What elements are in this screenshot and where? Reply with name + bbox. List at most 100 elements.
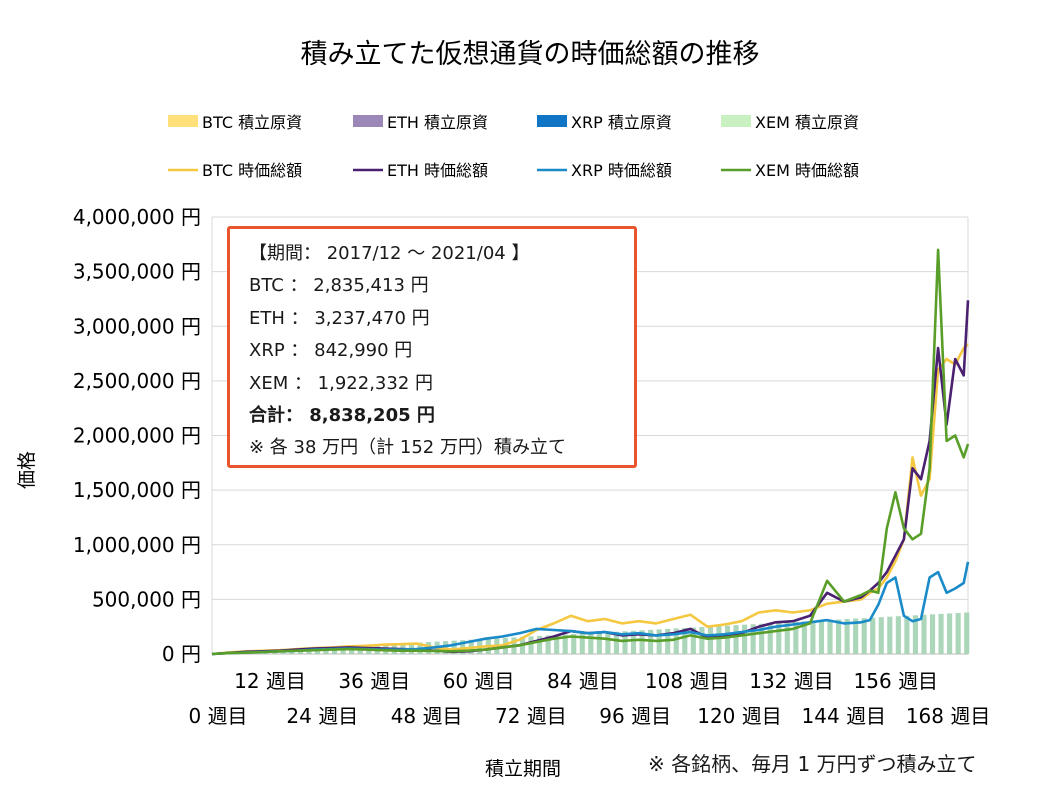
legend-label: XRP 積立原資 <box>571 113 672 132</box>
principal-bar <box>784 622 790 654</box>
principal-bar <box>673 628 679 654</box>
legend-label: XRP 時価総額 <box>571 161 672 180</box>
x-tick-label: 120 週目 <box>697 704 782 728</box>
legend-label: BTC 積立原資 <box>202 113 302 132</box>
principal-bar <box>613 631 620 654</box>
principal-bar <box>562 634 568 654</box>
y-tick-label: 3,000,000 円 <box>73 314 201 338</box>
legend-label: BTC 時価総額 <box>202 161 302 180</box>
principal-bar <box>818 620 825 654</box>
x-tick-label: 24 週目 <box>286 704 358 728</box>
principal-bar <box>964 612 970 654</box>
x-tick-label: 144 週目 <box>802 704 887 728</box>
x-tick-label: 12 週目 <box>234 669 306 693</box>
principal-bar <box>451 640 457 654</box>
x-tick-label: 84 週目 <box>547 669 619 693</box>
y-tick-label: 2,000,000 円 <box>73 424 201 448</box>
x-tick-label: 168 週目 <box>906 704 991 728</box>
x-tick-label: 0 週目 <box>188 704 247 728</box>
investment-note: ※ 各 38 万円（計 152 万円）積み立て <box>249 437 566 459</box>
principal-bar <box>742 624 748 654</box>
x-axis: 12 週目 36 週目 60 週目 84 週目 108 週目 132 週目 156 週目 0 … <box>188 669 990 728</box>
principal-bar <box>938 613 944 654</box>
principal-bar <box>810 620 816 654</box>
x-tick-label: 96 週目 <box>599 704 671 728</box>
y-tick-label: 2,500,000 円 <box>73 369 201 393</box>
principal-bar <box>707 626 713 654</box>
principal-bar <box>827 619 833 654</box>
principal-bar <box>904 615 910 654</box>
series-lines <box>211 248 970 656</box>
x-tick-label: 48 週目 <box>391 704 463 728</box>
principal-bar <box>690 627 696 654</box>
y-axis-title: 価格 <box>16 451 38 489</box>
principal-bar <box>861 618 867 654</box>
principal-bar <box>895 616 901 654</box>
principal-bar <box>605 632 611 654</box>
x-tick-label: 72 週目 <box>495 704 567 728</box>
principal-bar <box>579 633 585 654</box>
y-tick-label: 1,000,000 円 <box>73 533 201 557</box>
principal-bar <box>639 630 645 654</box>
principal-bar <box>460 640 466 654</box>
principal-bar <box>528 636 534 654</box>
legend: BTC 積立原資 ETH 積立原資 XRP 積立原資 XEM 積立原資 BTC 時価総額… <box>168 113 859 180</box>
principal-bar <box>443 641 449 654</box>
legend-label: ETH 積立原資 <box>387 113 488 132</box>
y-tick-label: 500,000 円 <box>92 587 201 611</box>
legend-swatch <box>168 115 198 127</box>
principal-bar <box>596 632 602 654</box>
y-axis: 0 円 500,000 円 1,000,000 円 1,500,000 円 2,000,… <box>73 205 201 666</box>
legend-swatch <box>721 115 751 127</box>
principal-bar <box>724 625 731 654</box>
xrp-total: XRP ： 842,990 円 <box>249 340 413 362</box>
legend-swatch <box>353 115 383 127</box>
y-tick-label: 4,000,000 円 <box>73 205 201 229</box>
legend-label: XEM 積立原資 <box>755 113 859 132</box>
principal-bar <box>947 613 953 654</box>
y-tick-label: 1,500,000 円 <box>73 478 201 502</box>
eth-total: ETH ： 3,237,470 円 <box>249 307 430 329</box>
x-tick-label: 60 週目 <box>443 669 515 693</box>
y-tick-label: 3,500,000 円 <box>73 260 201 284</box>
principal-bar <box>955 612 961 654</box>
principal-bar <box>844 619 850 654</box>
principal-bar <box>921 614 927 654</box>
y-tick-label: 0 円 <box>162 642 201 666</box>
principal-bar <box>537 635 543 654</box>
x-tick-label: 156 週目 <box>854 669 939 693</box>
x-axis-title: 積立期間 <box>485 758 561 780</box>
principal-bar <box>929 614 936 654</box>
legend-swatch <box>537 115 567 127</box>
footnote: ※ 各銘柄、毎月 1 万円ずつ積み立て <box>648 752 977 776</box>
principal-bar <box>870 617 876 654</box>
principal-bar <box>733 625 739 654</box>
series-line-xem <box>211 248 970 656</box>
x-tick-label: 132 週目 <box>749 669 834 693</box>
principal-bar <box>887 616 893 654</box>
principal-bar <box>554 635 560 654</box>
summary-box: 【期間： 2017/12 ～ 2021/04 】 BTC ： 2,835,413… <box>227 226 637 468</box>
principal-bar <box>622 631 628 654</box>
period-label: 【期間： 2017/12 ～ 2021/04 】 <box>249 243 530 264</box>
principal-bar <box>878 617 884 654</box>
x-tick-label: 108 週目 <box>645 669 730 693</box>
principal-bar <box>682 627 688 654</box>
principal-bar <box>801 621 807 654</box>
principal-bar <box>767 623 773 654</box>
principal-bar <box>835 619 842 654</box>
grand-total: 合計： 8,838,205 円 <box>249 405 435 427</box>
principal-bar <box>588 633 594 654</box>
principal-bar <box>793 621 799 654</box>
legend-label: XEM 時価総額 <box>755 161 859 180</box>
principal-bar <box>912 615 918 654</box>
legend-label: ETH 時価総額 <box>387 161 488 180</box>
principal-bar <box>750 624 756 654</box>
principal-bar <box>776 622 782 654</box>
principal-bar <box>716 626 722 654</box>
principal-bar <box>571 634 577 654</box>
x-tick-label: 36 週目 <box>338 669 410 693</box>
xem-total: XEM ： 1,922,332 円 <box>249 372 434 394</box>
btc-total: BTC ： 2,835,413 円 <box>249 275 429 297</box>
